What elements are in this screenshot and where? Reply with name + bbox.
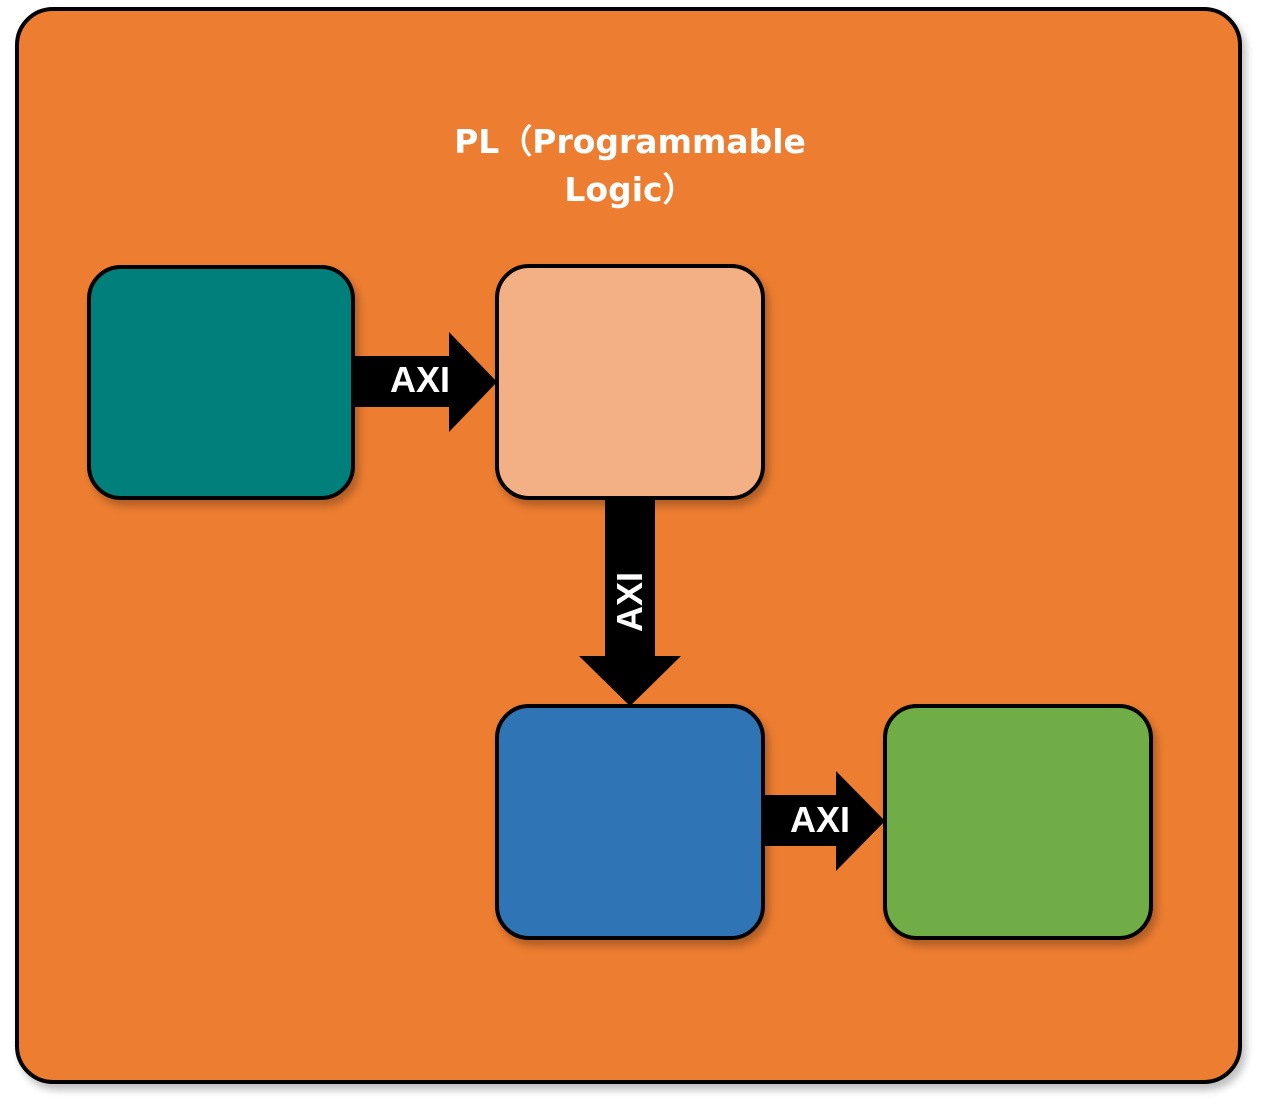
green-block [883,704,1153,940]
axi-arrow-teal-to-peach [354,332,497,432]
pl-title-line-1: PL（Programmable [454,122,806,161]
axi-label-2: AXI [609,571,650,633]
axi-arrow-peach-to-blue [579,498,681,706]
peach-block [495,264,765,500]
pl-title-line-2: Logic） [564,170,696,209]
pl-region-title: PL（Programmable Logic） [430,118,830,214]
axi-label-3: AXI [790,799,851,840]
axi-arrow-blue-to-green [763,771,885,871]
axi-label-1: AXI [390,359,451,400]
blue-block [495,704,765,940]
teal-block [87,265,355,500]
